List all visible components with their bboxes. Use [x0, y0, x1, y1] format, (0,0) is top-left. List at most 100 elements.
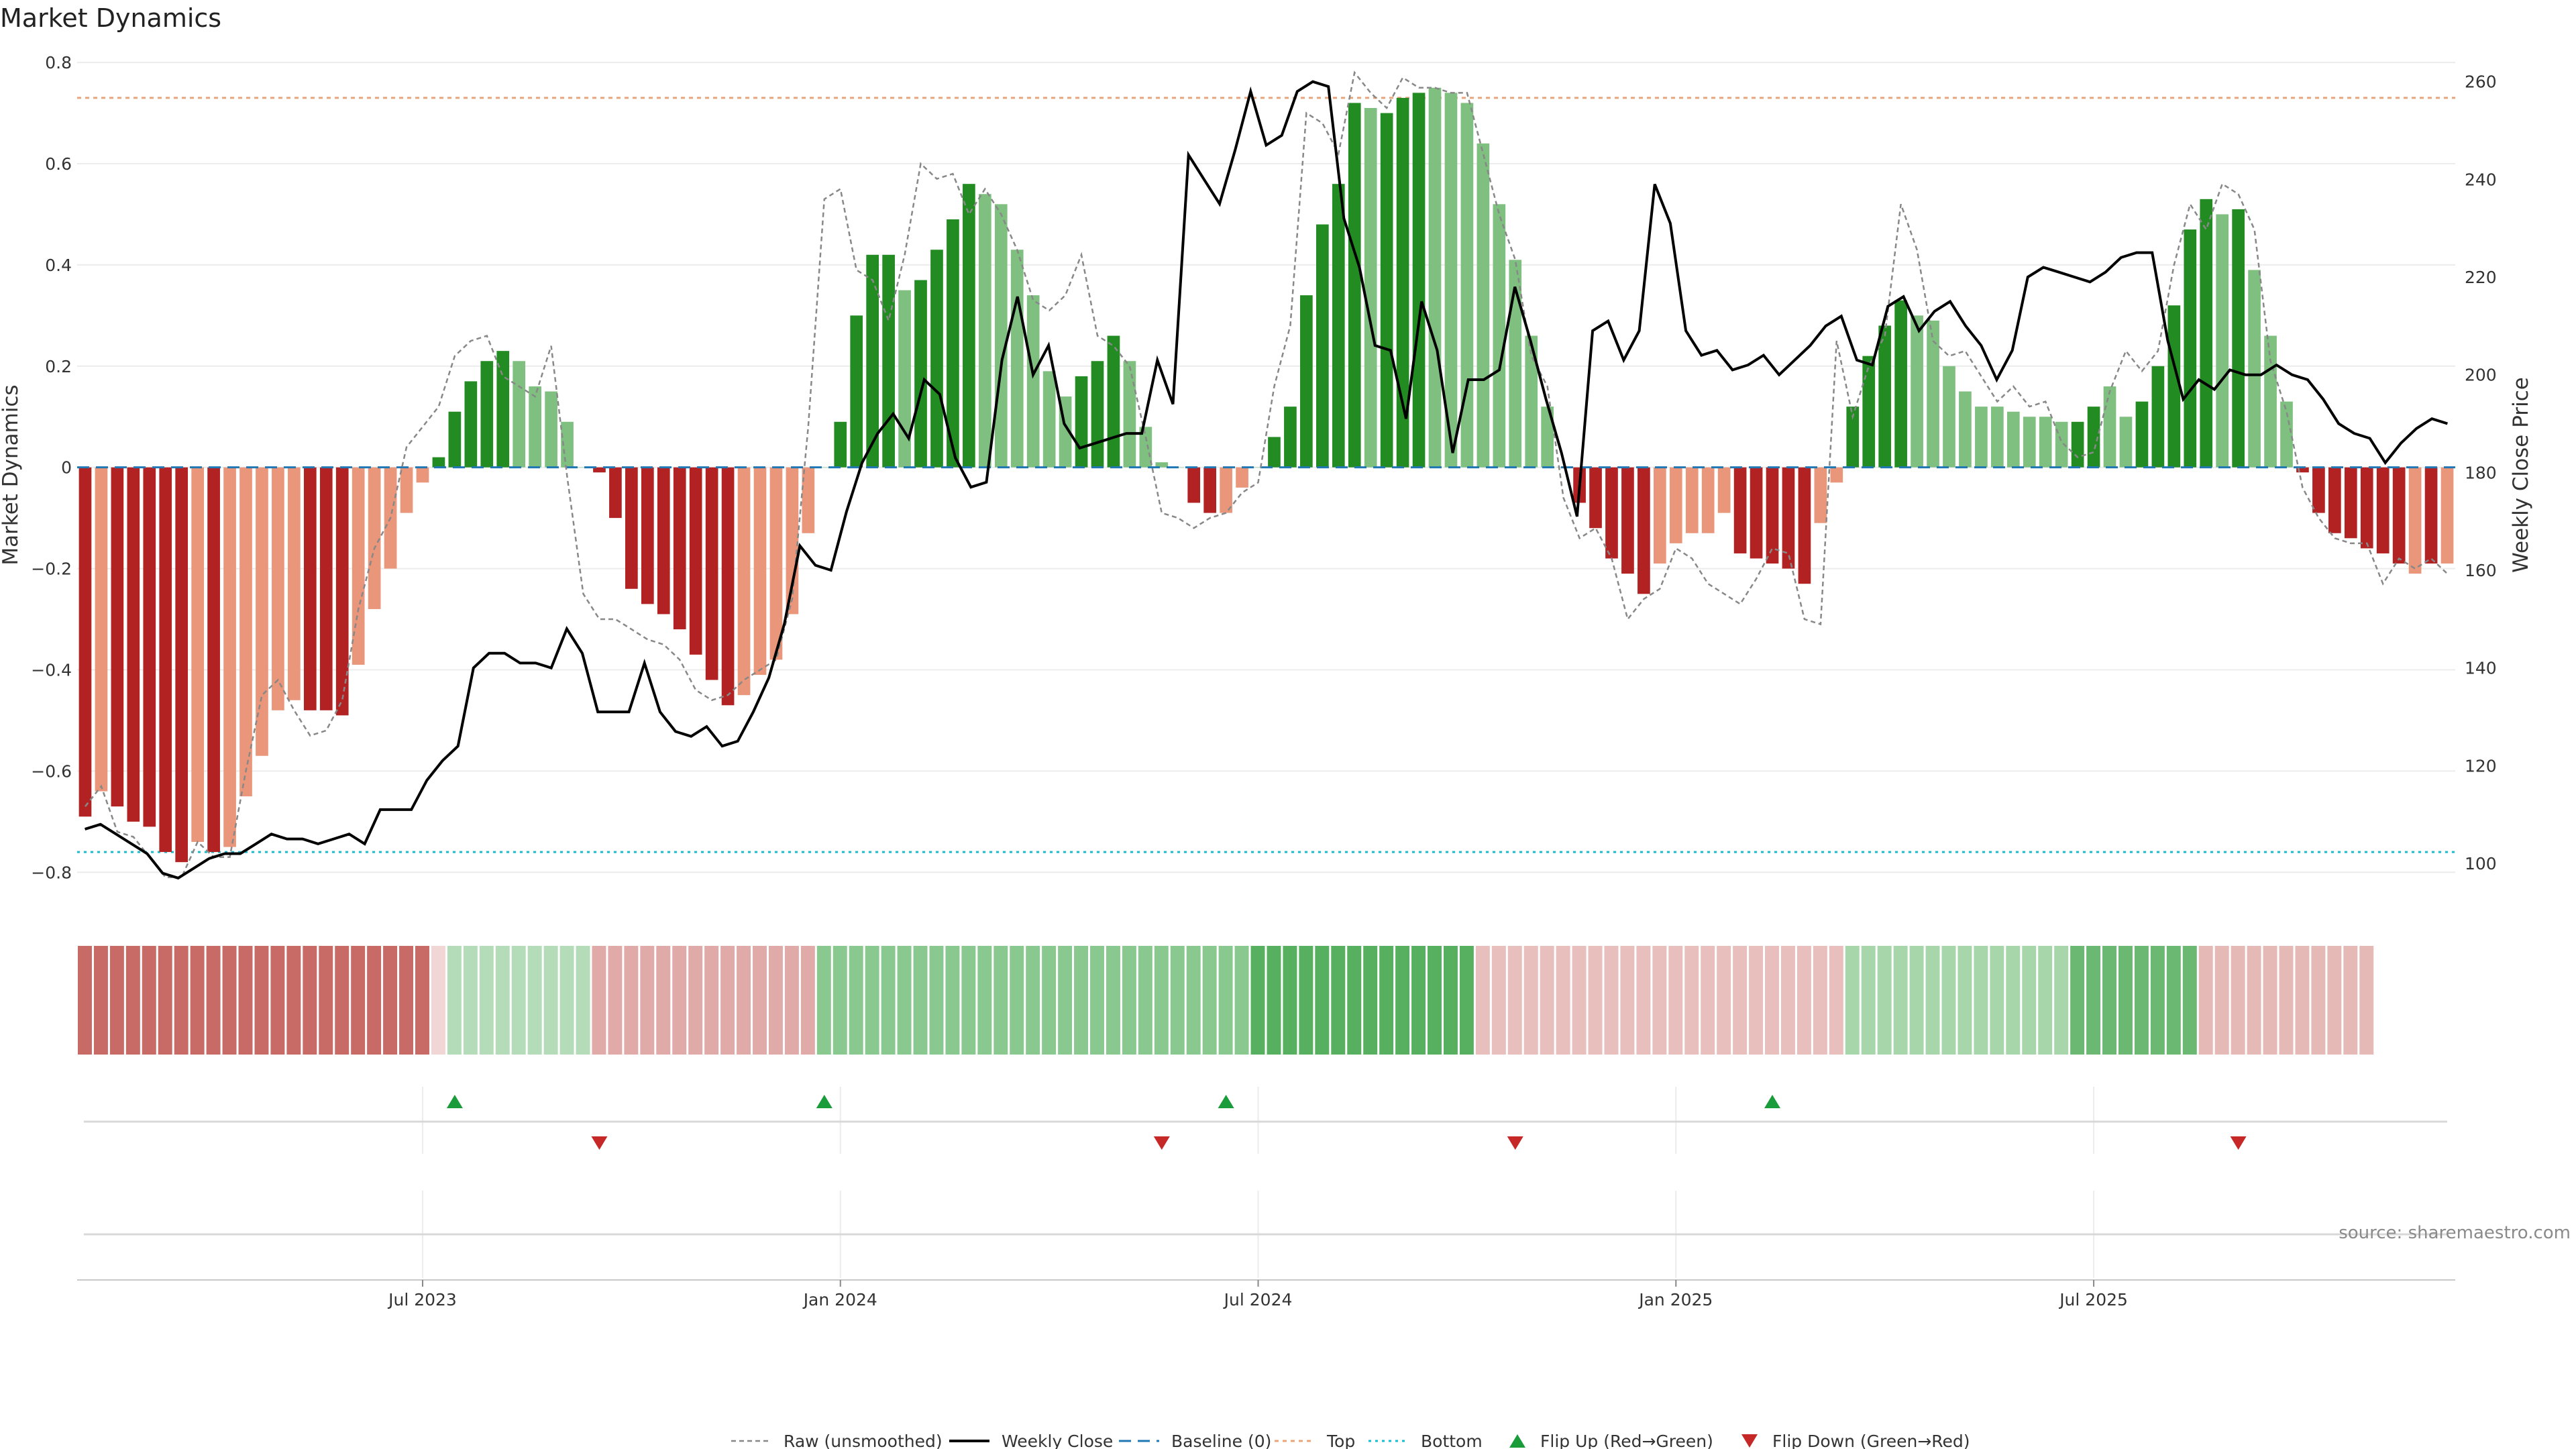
regime-cell: [1668, 946, 1683, 1055]
regime-cell: [1829, 946, 1843, 1055]
raw-series-line: [85, 70, 2448, 879]
regime-cell: [527, 946, 542, 1055]
bar: [866, 254, 879, 468]
regime-cell: [1042, 946, 1057, 1055]
left-tick-label: −0.6: [31, 761, 72, 781]
regime-cell: [768, 946, 783, 1055]
x-axis: Jul 2023 Jan 2024 Jul 2024 Jan 2025 Jul 2025: [77, 1279, 2455, 1309]
bar: [319, 467, 333, 710]
bar: [641, 467, 654, 604]
regime-cell: [897, 946, 912, 1055]
bar: [1943, 366, 1955, 468]
bar: [2023, 417, 2036, 468]
regime-cell: [1523, 946, 1538, 1055]
bar: [737, 467, 751, 696]
regime-cell: [2279, 946, 2294, 1055]
regime-cell: [1701, 946, 1715, 1055]
regime-cell: [125, 946, 140, 1055]
bar: [256, 467, 268, 756]
regime-cell: [463, 946, 478, 1055]
bar: [1862, 356, 1876, 468]
bar: [335, 467, 349, 716]
regime-cell: [720, 946, 735, 1055]
regime-cell: [1588, 946, 1603, 1055]
regime-cell: [1090, 946, 1104, 1055]
bar: [753, 467, 767, 676]
regime-cell: [800, 946, 815, 1055]
bar: [2408, 467, 2422, 574]
regime-cell: [1138, 946, 1152, 1055]
bar: [352, 467, 365, 665]
regime-cell: [1780, 946, 1795, 1055]
regime-cell: [78, 946, 92, 1055]
bar: [1638, 467, 1650, 594]
bar: [480, 361, 494, 468]
source-note: source: sharemaestro.com: [2339, 1223, 2571, 1243]
regime-cell: [351, 946, 366, 1055]
regime-cell: [1556, 946, 1570, 1055]
regime-cell: [1604, 946, 1619, 1055]
bar: [1830, 467, 1843, 483]
bar: [1975, 407, 1988, 468]
bar: [2200, 199, 2213, 468]
bar: [625, 467, 638, 589]
bar: [191, 467, 204, 843]
regime-cell: [142, 946, 156, 1055]
left-tick-label: 0: [61, 458, 72, 478]
bar: [2103, 386, 2116, 468]
bar: [1042, 371, 1056, 468]
bar: [1139, 427, 1152, 468]
flip-down-marker: [591, 1136, 608, 1150]
regime-cell: [1540, 946, 1554, 1055]
bar: [1814, 467, 1827, 523]
regime-cell: [1491, 946, 1506, 1055]
bar: [1717, 467, 1731, 513]
regime-cell: [2022, 946, 2037, 1055]
regime-cell: [431, 946, 445, 1055]
regime-cell: [977, 946, 992, 1055]
bar: [1412, 93, 1426, 468]
right-tick-label: 160: [2465, 561, 2497, 580]
flip-down-marker: [2230, 1136, 2247, 1150]
bar: [593, 467, 606, 473]
regime-cell: [303, 946, 317, 1055]
legend-label: Top: [1326, 1432, 1355, 1449]
bar: [786, 467, 799, 614]
regime-cell: [2134, 946, 2149, 1055]
regime-cell: [399, 946, 414, 1055]
bar: [1460, 103, 1474, 468]
right-axis-title: Weekly Close Price: [2509, 377, 2533, 573]
regime-cell: [1459, 946, 1474, 1055]
regime-cell: [833, 946, 847, 1055]
legend: Raw (unsmoothed) Weekly Close Baseline (0)…: [731, 1432, 1970, 1449]
regime-cell: [656, 946, 671, 1055]
bar: [2232, 209, 2245, 468]
regime-cell: [2182, 946, 2197, 1055]
bar: [127, 467, 140, 822]
bar: [802, 467, 815, 533]
bar: [1364, 107, 1377, 468]
regime-cell: [1652, 946, 1667, 1055]
right-tick-label: 240: [2465, 170, 2497, 189]
bar: [2424, 467, 2438, 564]
regime-cell: [1331, 946, 1346, 1055]
right-tick-label: 220: [2465, 268, 2497, 287]
regime-cell: [367, 946, 382, 1055]
regime-cell: [1765, 946, 1779, 1055]
bar: [175, 467, 189, 863]
flip-up-marker: [816, 1095, 833, 1108]
regime-cell: [688, 946, 703, 1055]
regime-cell: [286, 946, 301, 1055]
bar: [1927, 320, 1939, 468]
regime-cell: [1202, 946, 1217, 1055]
regime-cell: [2070, 946, 2085, 1055]
regime-cell: [1749, 946, 1764, 1055]
bar: [1010, 250, 1024, 468]
bar: [1220, 467, 1232, 513]
chart-title: Market Dynamics: [0, 3, 221, 33]
flip-markers-panel: [84, 1087, 2447, 1278]
bar: [994, 204, 1008, 468]
regime-cell: [1845, 946, 1860, 1055]
bar: [947, 219, 959, 468]
